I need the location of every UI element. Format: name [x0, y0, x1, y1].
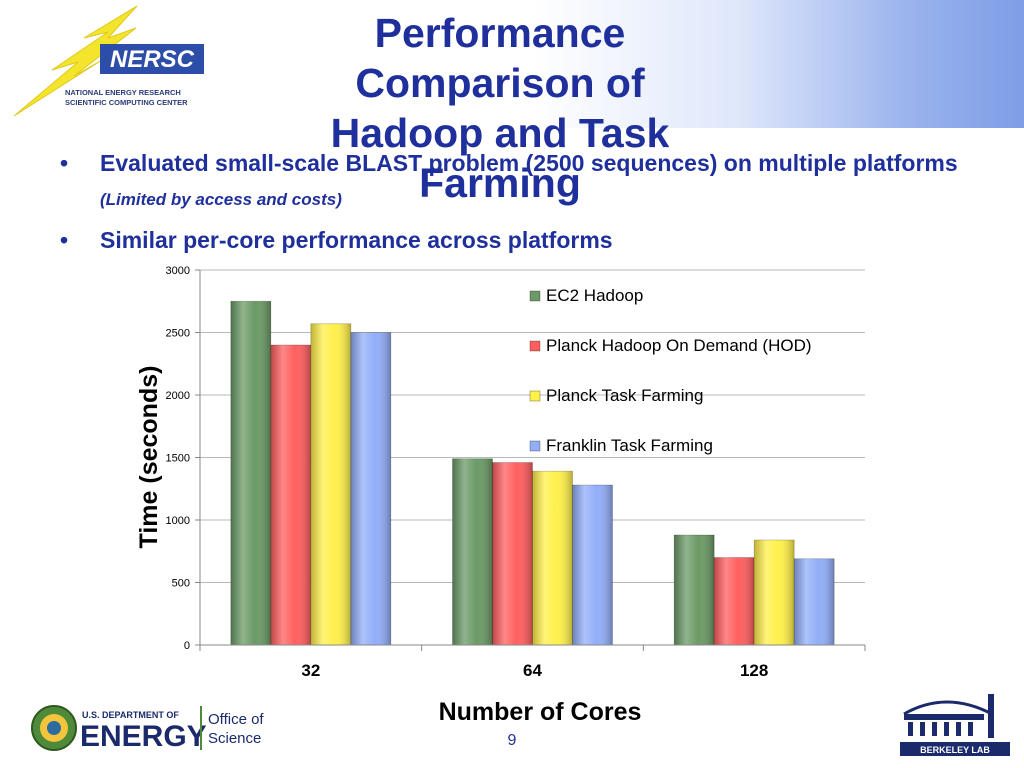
y-tick-label: 3000 [166, 265, 190, 277]
bullet-item: • Similar per-core performance across pl… [60, 223, 960, 257]
y-tick-label: 1000 [166, 515, 190, 527]
slide-title: Performance Comparison of Hadoop and Tas… [250, 8, 750, 208]
legend-swatch [529, 290, 541, 302]
nersc-logo-line2: SCIENTIFIC COMPUTING CENTER [65, 98, 188, 107]
bullet-item: • Evaluated small-scale BLAST problem (2… [60, 146, 960, 217]
page-number: 9 [507, 732, 517, 749]
bullet-note: (Limited by access and costs) [100, 190, 342, 209]
doe-office-of-science-logo: U.S. DEPARTMENT OF ENERGY Office of Scie… [31, 705, 264, 753]
y-axis-title: Time (seconds) [135, 366, 163, 549]
x-tick-label: 32 [301, 661, 320, 680]
bullet-dot-icon: • [60, 227, 69, 253]
bar-shading [452, 458, 493, 645]
lightning-bolt-icon [13, 5, 138, 117]
y-tick-label: 2000 [166, 390, 190, 402]
y-tick-label: 2500 [166, 328, 190, 340]
bar-shading [572, 485, 613, 645]
legend-swatch [529, 390, 541, 402]
bar-shading [714, 557, 755, 645]
nersc-logo: NERSC NATIONAL ENERGY RESEARCH SCIENTIFI… [13, 5, 204, 117]
y-tick-label: 500 [172, 578, 190, 590]
slide-title-line-2: Hadoop and Task Farming [330, 110, 670, 206]
doe-line1: U.S. DEPARTMENT OF [82, 710, 179, 720]
x-tick-label: 64 [523, 661, 542, 680]
lab-name: BERKELEY LAB [920, 745, 990, 755]
y-tick-label: 1500 [166, 453, 190, 465]
legend-label: Planck Task Farming [546, 386, 703, 405]
berkeley-lab-logo: BERKELEY LAB [900, 694, 1010, 756]
bar-shading [230, 301, 271, 645]
bar-shading [492, 462, 533, 645]
x-axis-title: Number of Cores [439, 698, 642, 726]
office-line2: Science [208, 730, 261, 747]
nersc-logo-mark: NERSC [110, 46, 195, 73]
bullet-text: Evaluated small-scale BLAST problem (250… [100, 150, 958, 176]
bar-shading [674, 535, 715, 645]
office-line1: Office of [208, 711, 264, 728]
bar-shading [754, 540, 795, 645]
slide-title-line-1: Performance Comparison of [355, 10, 645, 106]
legend-swatch [529, 340, 541, 352]
bar-shading [270, 345, 311, 645]
bar-shading [794, 558, 835, 645]
legend-label: Franklin Task Farming [546, 436, 713, 455]
bullet-list: • Evaluated small-scale BLAST problem (2… [60, 146, 960, 263]
x-tick-label: 128 [740, 661, 768, 680]
legend-label: EC2 Hadoop [546, 286, 643, 305]
legend-swatch [529, 440, 541, 452]
bar-shading [350, 332, 391, 645]
bullet-dot-icon: • [60, 150, 69, 176]
arch-icon [903, 700, 993, 716]
doe-line2: ENERGY [80, 720, 207, 753]
bar-shading [532, 471, 573, 645]
y-tick-label: 0 [184, 640, 190, 652]
nersc-logo-line1: NATIONAL ENERGY RESEARCH [65, 88, 181, 97]
legend-label: Planck Hadoop On Demand (HOD) [546, 336, 812, 355]
bar-shading [310, 323, 351, 645]
bullet-text: Similar per-core performance across plat… [100, 227, 613, 253]
